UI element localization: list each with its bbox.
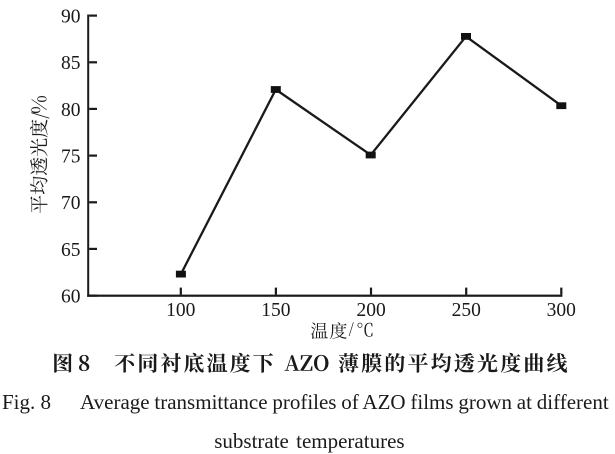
svg-text:substrate temperatures: substrate temperatures <box>214 429 404 453</box>
svg-text:300: 300 <box>547 300 576 321</box>
svg-text:65: 65 <box>61 240 81 261</box>
svg-text:90: 90 <box>61 7 81 28</box>
svg-text:150: 150 <box>261 300 290 321</box>
svg-text:75: 75 <box>61 147 81 168</box>
svg-text:80: 80 <box>61 100 81 121</box>
svg-text:Fig. 8 Average transmittance p: Fig. 8 Average transmittance profiles of… <box>2 390 609 414</box>
svg-text:250: 250 <box>452 300 481 321</box>
svg-text:200: 200 <box>356 300 385 321</box>
svg-text:70: 70 <box>61 193 81 214</box>
svg-text:100: 100 <box>166 300 195 321</box>
svg-text:60: 60 <box>61 287 81 308</box>
svg-text:85: 85 <box>61 53 81 74</box>
